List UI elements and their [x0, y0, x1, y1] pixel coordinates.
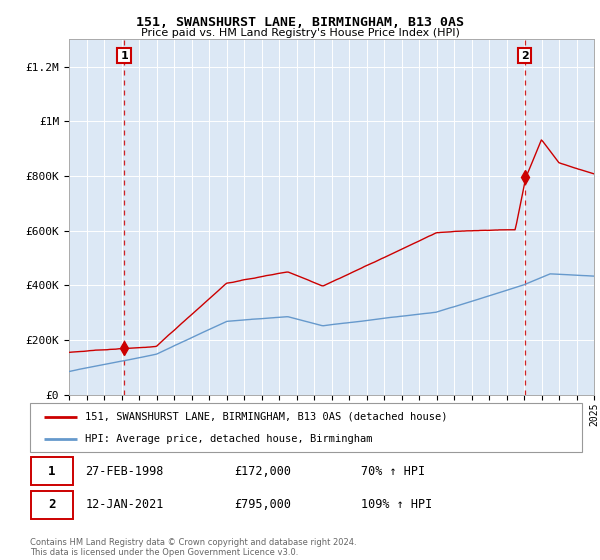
Text: 2: 2 [48, 498, 56, 511]
FancyBboxPatch shape [31, 491, 73, 519]
Text: 109% ↑ HPI: 109% ↑ HPI [361, 498, 433, 511]
Text: £795,000: £795,000 [234, 498, 291, 511]
Text: 1: 1 [120, 50, 128, 60]
Text: Contains HM Land Registry data © Crown copyright and database right 2024.
This d: Contains HM Land Registry data © Crown c… [30, 538, 356, 557]
Text: £172,000: £172,000 [234, 465, 291, 478]
Text: 70% ↑ HPI: 70% ↑ HPI [361, 465, 425, 478]
Text: 151, SWANSHURST LANE, BIRMINGHAM, B13 0AS: 151, SWANSHURST LANE, BIRMINGHAM, B13 0A… [136, 16, 464, 29]
Text: 12-JAN-2021: 12-JAN-2021 [85, 498, 164, 511]
Text: 1: 1 [48, 465, 56, 478]
Text: HPI: Average price, detached house, Birmingham: HPI: Average price, detached house, Birm… [85, 434, 373, 444]
Text: 27-FEB-1998: 27-FEB-1998 [85, 465, 164, 478]
FancyBboxPatch shape [31, 457, 73, 486]
Text: 151, SWANSHURST LANE, BIRMINGHAM, B13 0AS (detached house): 151, SWANSHURST LANE, BIRMINGHAM, B13 0A… [85, 412, 448, 422]
Text: Price paid vs. HM Land Registry's House Price Index (HPI): Price paid vs. HM Land Registry's House … [140, 28, 460, 38]
Text: 2: 2 [521, 50, 529, 60]
